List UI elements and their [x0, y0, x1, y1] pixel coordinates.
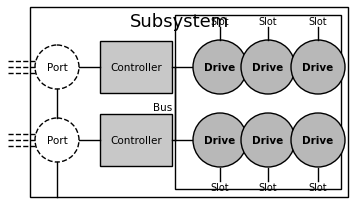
Text: Controller: Controller	[110, 135, 162, 145]
Text: Slot: Slot	[309, 182, 327, 192]
Text: Drive: Drive	[252, 135, 284, 145]
Text: Subsystem: Subsystem	[130, 13, 229, 31]
Bar	[30, 8, 348, 197]
Text: Slot: Slot	[309, 17, 327, 27]
Text: Bus: Bus	[153, 102, 172, 112]
Text: Drive: Drive	[302, 63, 334, 73]
Text: Port: Port	[47, 135, 67, 145]
Circle shape	[241, 41, 295, 94]
Circle shape	[193, 41, 247, 94]
Text: Controller: Controller	[110, 63, 162, 73]
Circle shape	[291, 41, 345, 94]
Text: Drive: Drive	[302, 135, 334, 145]
Text: Port: Port	[47, 63, 67, 73]
Text: Drive: Drive	[204, 135, 236, 145]
Bar	[175, 16, 341, 189]
Circle shape	[241, 113, 295, 167]
Text: Drive: Drive	[252, 63, 284, 73]
Circle shape	[35, 118, 79, 162]
Circle shape	[35, 46, 79, 90]
Bar	[100, 42, 172, 94]
Bar	[100, 114, 172, 166]
Text: Slot: Slot	[211, 17, 229, 27]
Text: Slot: Slot	[259, 182, 277, 192]
Text: Slot: Slot	[259, 17, 277, 27]
Circle shape	[291, 113, 345, 167]
Text: Slot: Slot	[211, 182, 229, 192]
Circle shape	[193, 113, 247, 167]
Text: Drive: Drive	[204, 63, 236, 73]
